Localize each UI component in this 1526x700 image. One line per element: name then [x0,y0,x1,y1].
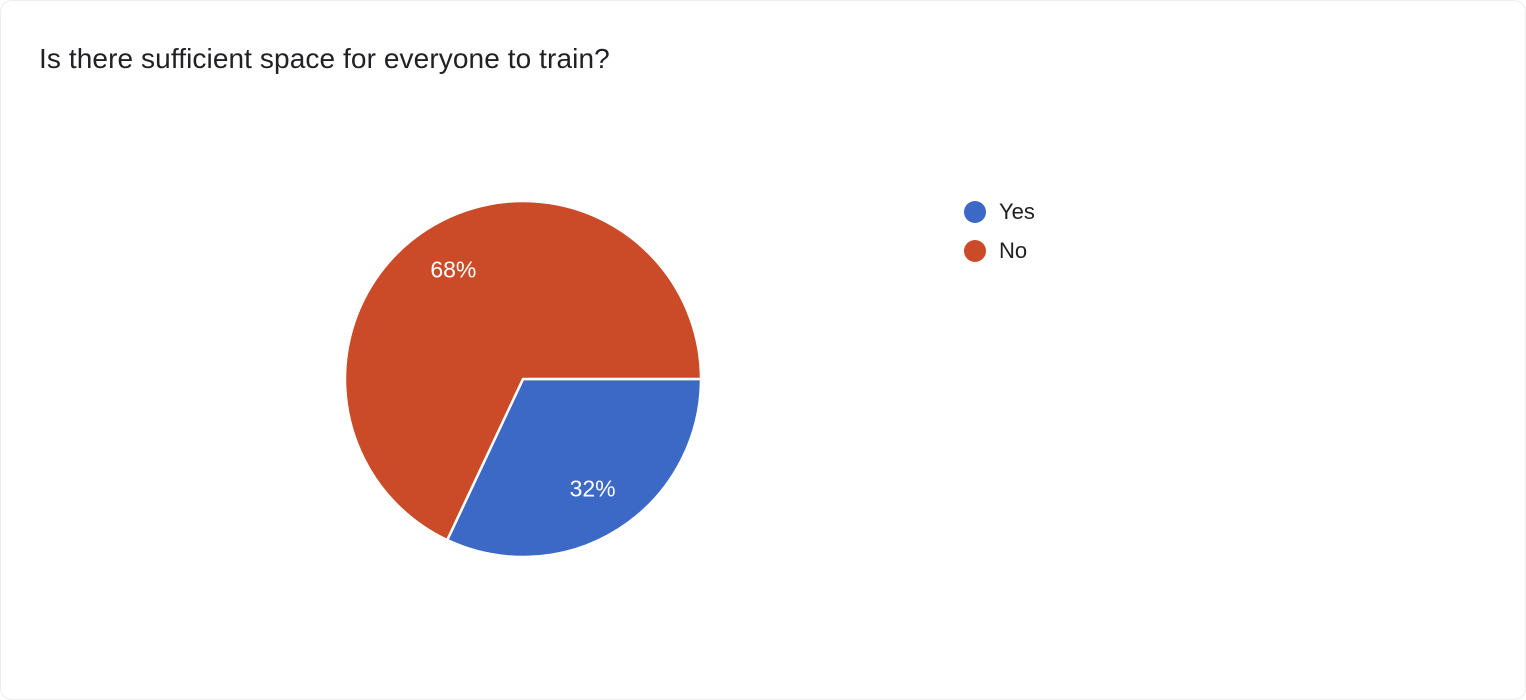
legend-dot-icon [964,240,986,262]
pie-slice-percentage-label: 32% [570,476,616,502]
legend-item-label: Yes [999,199,1035,224]
pie-slice-no[interactable] [343,199,703,542]
pie-chart-svg: 32% 68% [343,199,703,559]
pie-chart: 32% 68% [343,199,703,559]
pie-slice-percentage-label: 68% [430,256,476,282]
legend-item-label: No [999,238,1028,263]
pie-slice-yes[interactable] [445,377,703,559]
legend-item-no: No [964,240,1035,262]
question-title: Is there sufficient space for everyone t… [39,43,610,74]
chart-legend: Yes No [964,201,1035,262]
legend-dot-icon [964,201,986,223]
legend-item-yes: Yes [964,201,1035,223]
